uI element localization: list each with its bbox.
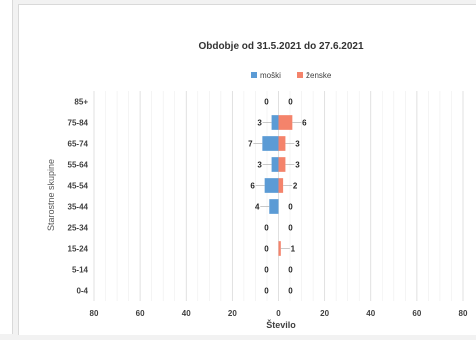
chart-panel: Obdobje od 31.5.2021 do 27.6.2021 moški ž… — [18, 4, 476, 335]
data-label-zenske: 0 — [288, 224, 293, 233]
x-tick-label: 80 — [90, 309, 99, 318]
data-label-moski: 3 — [257, 119, 262, 128]
legend-entry: ženske — [306, 71, 332, 80]
data-label-moski: 0 — [264, 287, 269, 296]
x-tick-label: 80 — [459, 309, 468, 318]
chart-title: Obdobje od 31.5.2021 do 27.6.2021 — [198, 41, 364, 52]
x-tick-label: 40 — [366, 309, 375, 318]
bar-moski — [271, 157, 279, 172]
data-label-zenske: 2 — [293, 182, 298, 191]
bar-moski — [271, 115, 279, 130]
category-label: 25-34 — [68, 224, 89, 233]
bar-moski — [262, 136, 279, 151]
data-label-moski: 4 — [255, 203, 260, 212]
left-panel-edge — [0, 0, 13, 334]
data-label-zenske: 0 — [288, 98, 293, 107]
x-tick-label: 20 — [228, 309, 237, 318]
category-label: 75-84 — [68, 119, 89, 128]
bar-moski — [264, 178, 279, 193]
legend-swatch — [251, 72, 257, 78]
data-label-moski: 0 — [264, 245, 269, 254]
data-label-zenske: 0 — [288, 287, 293, 296]
x-axis-title: Število — [266, 319, 296, 330]
bar-zenske — [278, 241, 281, 256]
category-label: 85+ — [74, 98, 88, 107]
data-label-zenske: 3 — [295, 140, 300, 149]
x-tick-label: 40 — [182, 309, 191, 318]
bar-zenske — [278, 115, 293, 130]
population-pyramid-chart: Obdobje od 31.5.2021 do 27.6.2021 moški ž… — [46, 41, 468, 330]
chart-tick-labels: 80 60 40 20 0 20 40 60 80 — [90, 309, 468, 318]
chart-data-labels: 0 3 7 3 6 4 0 0 0 0 0 6 3 3 2 0 0 1 0 0 — [248, 98, 307, 296]
bar-zenske — [278, 136, 286, 151]
y-axis-title: Starostne skupine — [46, 159, 56, 231]
legend-swatch — [297, 72, 303, 78]
chart-legend: moški ženske — [251, 71, 332, 80]
category-label: 65-74 — [68, 140, 89, 149]
data-label-moski: 0 — [264, 98, 269, 107]
data-label-zenske: 0 — [288, 266, 293, 275]
data-label-zenske: 3 — [295, 161, 300, 170]
category-label: 15-24 — [68, 245, 89, 254]
legend-entry: moški — [260, 71, 281, 80]
data-label-moski: 7 — [248, 140, 253, 149]
data-label-moski: 6 — [250, 182, 255, 191]
data-label-zenske: 6 — [302, 119, 307, 128]
category-label: 55-64 — [68, 161, 89, 170]
data-label-moski: 0 — [264, 224, 269, 233]
data-label-moski: 0 — [264, 266, 269, 275]
category-label: 5-14 — [72, 266, 89, 275]
category-label: 45-54 — [68, 182, 89, 191]
data-label-zenske: 1 — [291, 245, 296, 254]
x-tick-label: 0 — [276, 309, 281, 318]
bar-zenske — [278, 178, 284, 193]
data-label-moski: 3 — [257, 161, 262, 170]
chart-gridlines — [93, 91, 464, 301]
chart-bars — [262, 115, 293, 256]
x-tick-label: 60 — [412, 309, 421, 318]
data-label-zenske: 0 — [288, 203, 293, 212]
category-label: 35-44 — [68, 203, 89, 212]
bar-moski — [269, 199, 279, 214]
x-tick-label: 20 — [320, 309, 329, 318]
bar-zenske — [278, 157, 286, 172]
x-tick-label: 60 — [136, 309, 145, 318]
category-label: 0-4 — [76, 287, 88, 296]
chart-category-labels: 85+ 75-84 65-74 55-64 45-54 35-44 25-34 15-24 5-… — [68, 98, 89, 296]
